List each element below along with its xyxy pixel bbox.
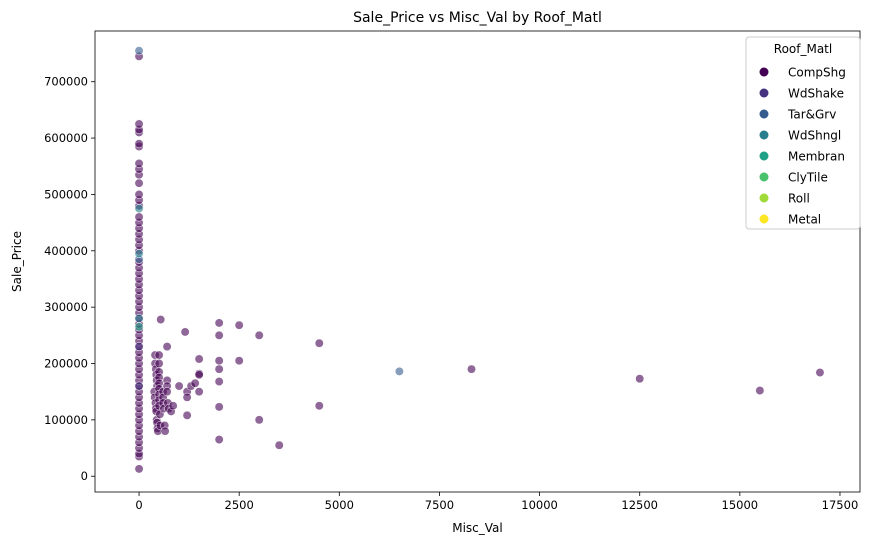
point-compshg bbox=[134, 212, 144, 222]
x-tick-label: 0 bbox=[135, 498, 142, 512]
point-compshg bbox=[134, 189, 144, 199]
point-compshg bbox=[314, 338, 324, 348]
point-compshg bbox=[314, 401, 324, 411]
legend-entry-label: CompShg bbox=[788, 66, 846, 80]
point-compshg bbox=[214, 330, 224, 340]
point-compshg bbox=[168, 401, 178, 411]
point-wdshngl bbox=[134, 204, 144, 213]
point-compshg bbox=[160, 426, 170, 436]
x-axis-ticks: 0 2500 5000 7500 10000 12500 15000 17500 bbox=[135, 492, 858, 512]
y-tick-label: 200000 bbox=[44, 357, 88, 371]
legend-entry-label: ClyTile bbox=[788, 171, 828, 185]
point-compshg bbox=[194, 387, 204, 397]
point-compshg bbox=[214, 435, 224, 445]
point-compshg bbox=[134, 464, 144, 474]
point-membran bbox=[134, 322, 144, 332]
legend-marker bbox=[759, 193, 769, 203]
point-compshg bbox=[467, 364, 476, 374]
x-tick-label: 12500 bbox=[621, 498, 658, 512]
y-tick-label: 400000 bbox=[44, 244, 88, 258]
point-compshg bbox=[214, 356, 224, 366]
point-tar-grv bbox=[394, 366, 404, 376]
legend-entry-label: Roll bbox=[788, 192, 810, 206]
legend-entry-label: Tar&Grv bbox=[787, 108, 836, 122]
point-compshg bbox=[214, 402, 224, 412]
point-compshg bbox=[194, 354, 204, 364]
y-tick-label: 0 bbox=[81, 469, 88, 483]
point-compshg bbox=[755, 386, 765, 396]
point-compshg bbox=[815, 368, 825, 377]
point-compshg bbox=[156, 315, 166, 324]
point-compshg bbox=[162, 387, 172, 397]
point-compshg bbox=[174, 381, 184, 391]
x-tick-label: 17500 bbox=[822, 498, 859, 512]
x-tick-label: 5000 bbox=[325, 498, 354, 512]
point-compshg bbox=[214, 364, 224, 374]
point-compshg bbox=[274, 440, 284, 450]
legend-entry-label: WdShngl bbox=[788, 129, 841, 143]
point-compshg bbox=[134, 178, 144, 188]
legend-marker bbox=[759, 130, 769, 140]
point-compshg bbox=[134, 119, 144, 129]
legend-entry-label: WdShake bbox=[788, 87, 844, 101]
x-tick-label: 15000 bbox=[722, 498, 759, 512]
point-wdshake bbox=[134, 381, 144, 391]
legend-marker bbox=[759, 109, 769, 119]
point-compshg bbox=[254, 330, 264, 340]
point-compshg bbox=[180, 327, 190, 337]
legend-box bbox=[745, 36, 861, 230]
point-compshg bbox=[182, 392, 192, 402]
legend-marker bbox=[759, 214, 769, 224]
y-tick-label: 700000 bbox=[44, 75, 88, 89]
chart-title: Sale_Price vs Misc_Val by Roof_Matl bbox=[353, 10, 602, 26]
x-tick-label: 2500 bbox=[225, 498, 254, 512]
point-compshg bbox=[182, 410, 192, 420]
legend-entry-label: Metal bbox=[788, 213, 821, 227]
point-compshg bbox=[194, 370, 204, 380]
points-layer bbox=[134, 46, 825, 474]
point-tar-grv bbox=[134, 46, 144, 56]
legend-marker bbox=[759, 172, 769, 182]
legend-marker bbox=[759, 88, 769, 98]
plot-frame bbox=[94, 30, 861, 493]
point-wdshngl bbox=[134, 313, 144, 323]
point-compshg bbox=[134, 158, 144, 168]
y-tick-label: 500000 bbox=[44, 187, 88, 201]
point-compshg bbox=[234, 320, 244, 330]
legend-title: Roof_Matl bbox=[774, 42, 832, 56]
point-compshg bbox=[635, 374, 645, 384]
point-wdshngl bbox=[134, 249, 144, 259]
y-tick-label: 600000 bbox=[44, 131, 88, 145]
point-compshg bbox=[190, 378, 200, 388]
legend-entry-label: Membran bbox=[788, 150, 845, 164]
legend: Roof_Matl CompShg WdShake Tar&Grv WdShngl Me… bbox=[745, 36, 861, 230]
legend-entries: CompShg WdShake Tar&Grv WdShngl Membran ClyTi… bbox=[759, 66, 846, 227]
y-tick-label: 300000 bbox=[44, 300, 88, 314]
point-compshg bbox=[162, 342, 172, 352]
y-axis-label: Sale_Price bbox=[10, 231, 24, 292]
point-compshg bbox=[214, 377, 224, 386]
point-compshg bbox=[154, 359, 164, 368]
point-compshg bbox=[154, 350, 164, 360]
point-compshg bbox=[134, 139, 144, 149]
point-wdshake bbox=[134, 342, 144, 352]
x-tick-label: 10000 bbox=[521, 498, 558, 512]
point-compshg bbox=[254, 415, 264, 425]
point-compshg bbox=[234, 356, 244, 366]
x-axis-label: Misc_Val bbox=[452, 521, 503, 535]
y-tick-label: 100000 bbox=[44, 413, 88, 427]
legend-marker bbox=[759, 67, 769, 77]
legend-marker bbox=[759, 151, 769, 161]
point-compshg bbox=[214, 318, 224, 328]
y-axis-ticks: 0 100000 200000 300000 400000 500000 600000 700… bbox=[44, 75, 95, 483]
x-tick-label: 7500 bbox=[425, 498, 454, 512]
